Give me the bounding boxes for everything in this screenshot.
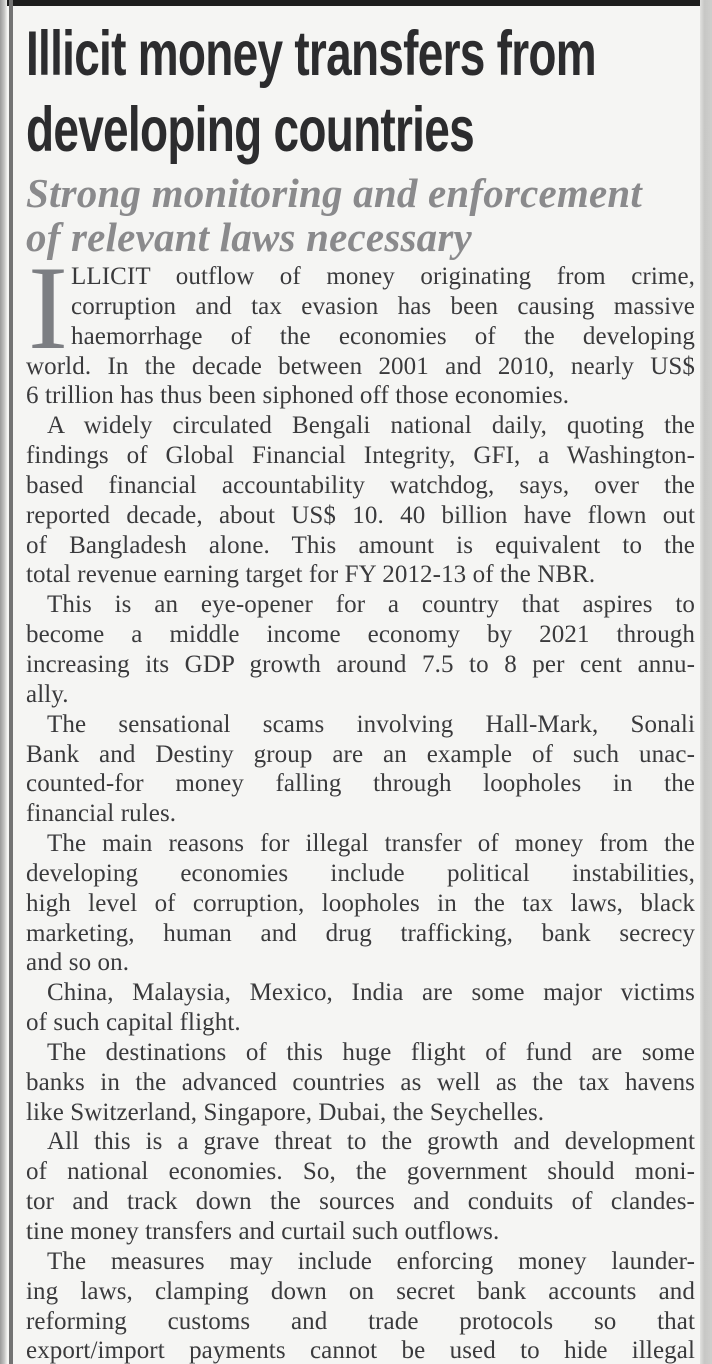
- headline-line-1: Illicit money transfers from: [26, 19, 597, 89]
- body-line: The sensational scams involving Hall-Mar…: [47, 710, 695, 738]
- paragraph: I LLICIT outflow of money originating fro…: [26, 241, 695, 411]
- body-line: reforming customs and trade protocols so…: [26, 1307, 695, 1335]
- paragraph: The measures may include enforcing money…: [26, 1247, 695, 1364]
- body-line: of Bangladesh alone. This amount is equi…: [26, 531, 695, 559]
- body-line: tor and track down the sources and condu…: [26, 1188, 695, 1216]
- body-line: of such capital flight.: [26, 1009, 241, 1037]
- body-line: reported decade, about US$ 10. 40 billio…: [26, 501, 695, 529]
- body-line: high level of corruption, loopholes in t…: [26, 889, 695, 917]
- drop-cap: I: [28, 241, 69, 374]
- body-line: total revenue earning target for FY 2012…: [26, 561, 596, 589]
- body-line: A widely circulated Bengali national dai…: [47, 412, 695, 440]
- body-line: Bank and Destiny group are an example of…: [26, 740, 695, 768]
- body-line: China, Malaysia, Mexico, India are some …: [47, 979, 695, 1007]
- body-line: ing laws, clamping down on secret bank a…: [26, 1277, 695, 1305]
- body-line: corruption and tax evasion has been caus…: [71, 292, 695, 320]
- body-line: of national economies. So, the governmen…: [26, 1158, 695, 1186]
- body-line: findings of Global Financial Integrity, …: [26, 442, 695, 470]
- body-line: tine money transfers and curtail such ou…: [26, 1218, 500, 1245]
- body-line: counted-for money falling through loopho…: [26, 770, 695, 798]
- article-body: I LLICIT outflow of money originating fro…: [26, 241, 695, 1364]
- paragraph: A widely circulated Bengali national dai…: [26, 411, 695, 590]
- body-line: All this is a grave threat to the growth…: [47, 1128, 695, 1156]
- paragraph: The destinations of this huge flight of …: [26, 1038, 695, 1128]
- paragraph: This is an eye-opener for a country that…: [26, 590, 695, 709]
- subheadline-line-1: Strong monitoring and enforcement: [26, 170, 643, 216]
- subheadline-line-2: of relevant laws necessary: [26, 214, 472, 260]
- headline-line-2: developing countries: [26, 95, 475, 165]
- body-line: developing economies include political i…: [26, 859, 695, 887]
- article: Illicit money transfers from developing …: [26, 14, 695, 1364]
- body-line: LLICIT outflow of money originating from…: [71, 263, 695, 290]
- body-line: banks in the advanced countries as well …: [26, 1068, 695, 1096]
- paragraph: The sensational scams involving Hall-Mar…: [26, 710, 695, 829]
- left-page-edge-shade: [0, 0, 7, 1364]
- body-line: based financial accountability watchdog,…: [26, 471, 695, 499]
- body-line: world. In the decade between 2001 and 20…: [26, 352, 695, 380]
- body-line: The measures may include enforcing money…: [47, 1247, 695, 1275]
- left-border-rule: [9, 0, 13, 1364]
- body-line: The destinations of this huge flight of …: [47, 1038, 695, 1066]
- paragraph: The main reasons for illegal transfer of…: [26, 829, 695, 978]
- right-page-edge-shade: [700, 0, 712, 1364]
- body-line: and so on.: [26, 949, 130, 977]
- article-subheadline: Strong monitoring and enforcement of rel…: [26, 171, 695, 259]
- top-border-rule: [7, 0, 706, 6]
- body-line: become a middle income economy by 2021 t…: [26, 621, 695, 649]
- body-line: export/import payments cannot be used to…: [26, 1337, 695, 1364]
- body-line: haemorrhage of the economies of the deve…: [71, 322, 695, 350]
- body-line: like Switzerland, Singapore, Dubai, the …: [26, 1098, 545, 1126]
- paragraph: All this is a grave threat to the growth…: [26, 1127, 695, 1246]
- body-line: The main reasons for illegal transfer of…: [47, 830, 695, 858]
- body-line: 6 trillion has thus been siphoned off th…: [26, 382, 570, 410]
- body-line: financial rules.: [26, 800, 177, 828]
- body-line: ally.: [26, 680, 69, 708]
- article-headline: Illicit money transfers from developing …: [26, 16, 695, 168]
- paragraph: China, Malaysia, Mexico, India are some …: [26, 978, 695, 1038]
- body-line: increasing its GDP growth around 7.5 to …: [26, 650, 695, 678]
- body-line: This is an eye-opener for a country that…: [47, 591, 695, 619]
- body-line: marketing, human and drug trafficking, b…: [26, 919, 695, 947]
